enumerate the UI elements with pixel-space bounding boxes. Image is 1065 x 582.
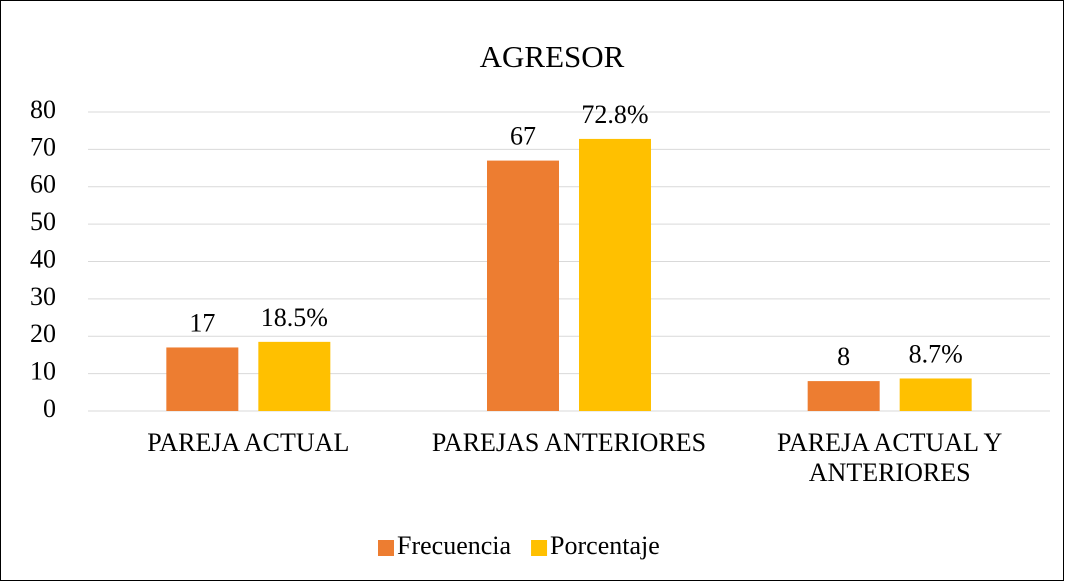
y-tick-label: 80: [30, 95, 56, 124]
x-tick-label-box: PAREJA ACTUAL Y ANTERIORES: [776, 428, 1003, 487]
x-tick-label: PAREJA ACTUAL Y ANTERIORES: [776, 428, 1003, 487]
y-tick-label: 40: [30, 244, 56, 273]
data-label: 67: [510, 122, 536, 151]
x-tick-label-box: PAREJAS ANTERIORES: [431, 428, 707, 457]
y-tick-label: 70: [30, 132, 56, 161]
bar: [899, 378, 972, 411]
x-tick-label: PAREJA ACTUAL: [147, 428, 350, 457]
bar: [579, 138, 651, 411]
x-tick-label-box: PAREJA ACTUAL: [147, 428, 350, 457]
y-tick-label: 60: [30, 170, 56, 199]
bar: [166, 347, 239, 411]
legend-label: Porcentaje: [550, 531, 660, 560]
legend-label: Frecuencia: [397, 531, 512, 560]
legend-swatch: [378, 540, 394, 556]
bar: [487, 160, 559, 411]
x-tick-label: PAREJAS ANTERIORES: [431, 428, 707, 457]
y-tick-label: 0: [43, 394, 56, 423]
y-tick-label: 20: [30, 319, 56, 348]
legend-swatch: [531, 540, 548, 556]
bar: [807, 381, 880, 411]
data-label: 17: [189, 308, 215, 337]
bar: [258, 341, 331, 411]
data-label: 72.8%: [581, 100, 648, 129]
chart-title: AGRESOR: [480, 39, 625, 74]
y-tick-label: 10: [30, 357, 56, 386]
y-tick-label: 30: [30, 282, 56, 311]
data-label: 18.5%: [261, 303, 328, 332]
data-label: 8: [837, 342, 850, 371]
y-tick-label: 50: [30, 207, 56, 236]
data-label: 8.7%: [909, 339, 963, 368]
